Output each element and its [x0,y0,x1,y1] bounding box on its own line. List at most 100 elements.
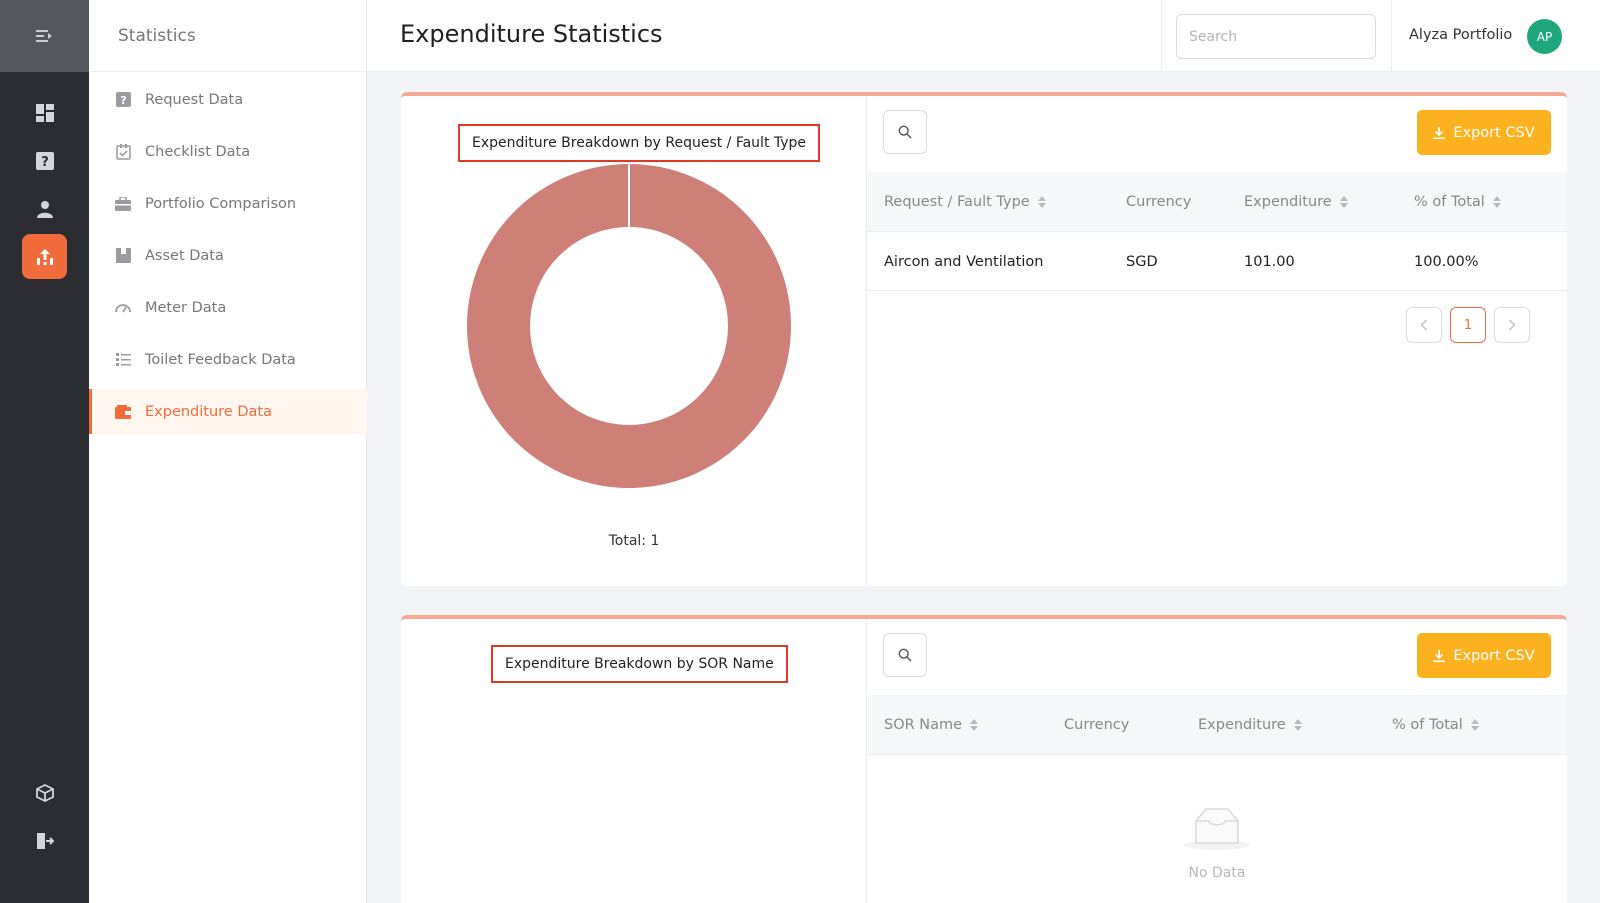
sidebar-item-label: Portfolio Comparison [145,195,297,212]
header-search [1176,14,1376,59]
sidebar-item-request-data[interactable]: ? Request Data [89,77,367,122]
export-csv-button[interactable]: Export CSV [1417,110,1551,155]
table-pane: Export CSV SOR Name Currency Expenditure… [867,619,1567,903]
column-label: Expenditure [1244,194,1332,210]
export-csv-button[interactable]: Export CSV [1417,633,1551,678]
donut-slice-aircon-and-ventilation[interactable] [467,164,791,488]
empty-state: No Data [867,805,1567,881]
column-label: % of Total [1414,194,1485,210]
sidebar-item-label: Meter Data [145,299,227,316]
gauge-icon [115,300,131,316]
chart-title: Expenditure Breakdown by SOR Name [491,645,788,683]
svg-text:?: ? [41,155,49,170]
table-header: SOR Name Currency Expenditure % of Total [867,695,1567,755]
column-header-currency: Currency [1064,695,1129,755]
column-header-percent-of-total[interactable]: % of Total [1392,695,1479,755]
sidebar-item-label: Checklist Data [145,143,251,160]
dashboard-icon [35,103,54,122]
column-label: SOR Name [884,717,963,733]
sort-icon[interactable] [1492,196,1501,208]
checklist-icon [115,143,131,160]
table-search-button[interactable] [883,110,927,154]
chart-pane: Expenditure Breakdown by Request / Fault… [401,96,867,586]
column-header-percent-of-total[interactable]: % of Total [1414,172,1501,232]
logout-button[interactable] [22,818,67,863]
question-square-icon: ? [35,151,54,170]
download-icon [1433,649,1446,662]
statistics-nav-button[interactable] [22,234,67,279]
question-square-icon: ? [115,92,131,108]
column-label: Currency [1126,194,1192,210]
sidebar-item-asset-data[interactable]: Asset Data [89,233,367,278]
sidebar-item-expenditure-data[interactable]: Expenditure Data [89,389,367,434]
pagination-prev-button[interactable] [1406,307,1442,343]
assets-nav-button[interactable] [22,770,67,815]
column-label: Expenditure [1198,717,1286,733]
column-header-sor-name[interactable]: SOR Name [884,695,979,755]
column-label: % of Total [1392,717,1463,733]
sort-icon[interactable] [1470,719,1479,731]
dashboard-nav-button[interactable] [22,90,67,135]
sidebar-item-label: Asset Data [145,247,224,264]
search-icon [898,125,912,139]
column-header-expenditure[interactable]: Expenditure [1198,695,1302,755]
header-divider [1391,0,1392,72]
pagination-next-button[interactable] [1494,307,1530,343]
search-icon [898,648,912,662]
export-csv-label: Export CSV [1453,124,1535,141]
icon-rail: ? [0,0,89,903]
statistics-subnav: Statistics ? Request Data Checklist Data… [89,0,367,903]
chart-total-label: Total: 1 [608,533,660,549]
table-row: Aircon and Ventilation SGD 101.00 100.00… [867,232,1567,291]
logout-icon [36,832,54,849]
top-header: Expenditure Statistics Alyza Portfolio A… [367,0,1600,72]
sort-icon[interactable] [970,719,979,731]
empty-state-text: No Data [1188,865,1246,881]
sor-name-card: Expenditure Breakdown by SOR Name Export… [401,615,1567,903]
page-title: Expenditure Statistics [400,20,663,48]
header-divider [1161,0,1162,72]
chevron-right-icon [1508,319,1516,331]
sidebar-item-label: Expenditure Data [145,403,272,420]
sidebar-item-portfolio-comparison[interactable]: Portfolio Comparison [89,181,367,226]
sidebar-item-toilet-feedback-data[interactable]: Toilet Feedback Data [89,337,367,382]
chart-title: Expenditure Breakdown by Request / Fault… [458,124,821,162]
request-fault-type-card: Expenditure Breakdown by Request / Fault… [401,92,1567,586]
box-icon [115,248,131,264]
column-header-request-fault-type[interactable]: Request / Fault Type [884,172,1046,232]
statistics-upload-icon [36,248,53,265]
table-search-button[interactable] [883,633,927,677]
user-icon [36,200,53,218]
chart-pane: Expenditure Breakdown by SOR Name [401,619,867,903]
donut-chart [467,164,791,488]
collapse-menu-icon [35,30,52,42]
search-input[interactable] [1189,28,1363,45]
sidebar-item-checklist-data[interactable]: Checklist Data [89,129,367,174]
column-label: Request / Fault Type [884,194,1030,210]
column-header-expenditure[interactable]: Expenditure [1244,172,1348,232]
cell-expenditure: 101.00 [1244,253,1295,270]
cube-icon [35,783,54,802]
briefcase-icon [115,196,131,212]
cell-percent-of-total: 100.00% [1414,253,1479,270]
pagination-page-button[interactable]: 1 [1450,307,1486,343]
sort-icon[interactable] [1037,196,1046,208]
column-label: Currency [1064,717,1130,733]
users-nav-button[interactable] [22,186,67,231]
list-icon [115,352,131,368]
collapse-menu-button[interactable] [0,0,89,72]
download-icon [1433,126,1446,139]
table-header: Request / Fault Type Currency Expenditur… [867,172,1567,232]
column-header-currency: Currency [1126,172,1191,232]
sidebar-item-meter-data[interactable]: Meter Data [89,285,367,330]
export-csv-label: Export CSV [1453,647,1535,664]
empty-inbox-icon [1184,808,1250,850]
cell-request-fault-type: Aircon and Ventilation [884,253,1044,270]
requests-nav-button[interactable]: ? [22,138,67,183]
user-name[interactable]: Alyza Portfolio [1409,27,1513,43]
sort-icon[interactable] [1293,719,1302,731]
avatar[interactable]: AP [1527,19,1562,54]
sort-icon[interactable] [1339,196,1348,208]
sidebar-item-label: Request Data [145,91,244,108]
cell-currency: SGD [1126,253,1158,270]
